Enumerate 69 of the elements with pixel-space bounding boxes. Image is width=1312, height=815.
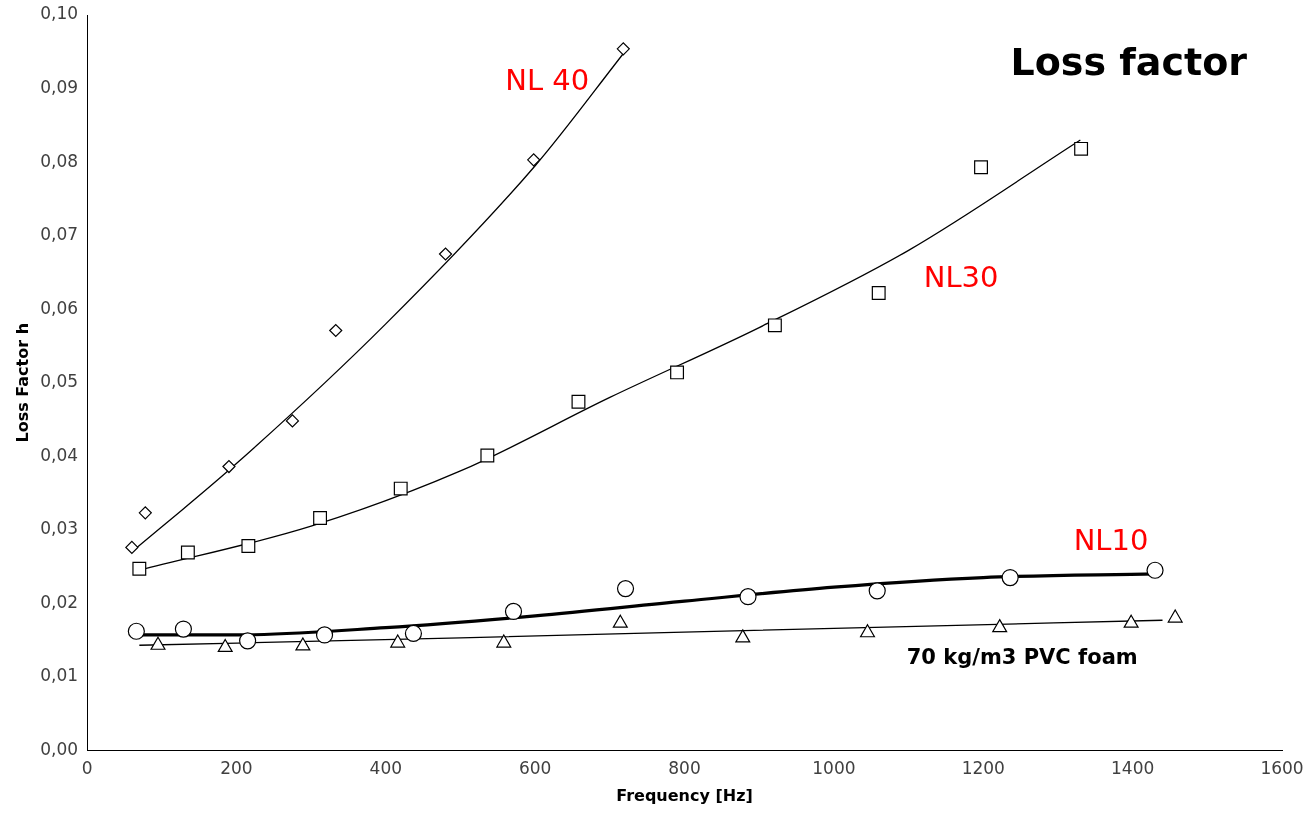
point bbox=[868, 582, 886, 600]
y-tick-label: 0,08 bbox=[40, 150, 79, 171]
y-tick-label: 0,04 bbox=[40, 444, 79, 465]
point bbox=[1123, 614, 1139, 628]
point bbox=[393, 481, 408, 496]
point bbox=[1146, 561, 1164, 579]
point bbox=[174, 620, 192, 638]
x-axis-title: Frequency [Hz] bbox=[616, 785, 753, 805]
y-tick-label: 0,00 bbox=[40, 738, 79, 759]
y-axis-title: Loss Factor h bbox=[12, 322, 32, 443]
point bbox=[612, 614, 628, 628]
series-label: 70 kg/m3 PVC foam bbox=[906, 645, 1138, 670]
point bbox=[480, 448, 495, 463]
point bbox=[871, 286, 886, 300]
point bbox=[132, 561, 147, 576]
point bbox=[1167, 609, 1183, 623]
y-tick-label: 0,01 bbox=[40, 665, 79, 686]
point bbox=[241, 539, 256, 553]
point bbox=[767, 318, 782, 333]
x-tick-label: 400 bbox=[369, 758, 403, 779]
y-tick-label: 0,02 bbox=[40, 591, 79, 612]
point bbox=[217, 638, 233, 653]
point bbox=[859, 624, 876, 638]
x-tick-label: 0 bbox=[81, 758, 93, 779]
point bbox=[735, 629, 751, 643]
point bbox=[992, 618, 1008, 633]
point bbox=[670, 365, 685, 380]
point bbox=[138, 506, 152, 520]
x-tick-label: 800 bbox=[668, 758, 701, 779]
x-tick-label: 200 bbox=[220, 758, 253, 779]
x-tick-label: 600 bbox=[518, 758, 552, 779]
point bbox=[285, 414, 300, 428]
x-tick-label: 1400 bbox=[1111, 758, 1155, 779]
point bbox=[438, 247, 453, 261]
point bbox=[1074, 141, 1089, 156]
point bbox=[616, 42, 630, 56]
series-label: NL10 bbox=[1073, 522, 1149, 557]
y-tick-label: 0,10 bbox=[40, 3, 79, 24]
point bbox=[180, 545, 195, 560]
point bbox=[150, 636, 166, 650]
point bbox=[313, 511, 328, 525]
point bbox=[239, 632, 257, 650]
series-label: NL 40 bbox=[505, 63, 590, 98]
y-tick-label: 0,07 bbox=[40, 224, 79, 245]
y-tick-label: 0,05 bbox=[40, 371, 79, 392]
point bbox=[390, 634, 406, 648]
point bbox=[496, 634, 512, 648]
series-label: NL30 bbox=[923, 260, 999, 295]
point bbox=[127, 622, 145, 640]
point bbox=[1001, 568, 1019, 587]
point bbox=[504, 602, 523, 621]
point bbox=[974, 160, 988, 175]
point bbox=[404, 624, 423, 643]
point bbox=[125, 540, 139, 555]
point bbox=[739, 588, 757, 606]
x-tick-label: 1600 bbox=[1260, 758, 1304, 779]
point bbox=[222, 459, 236, 474]
y-tick-label: 0,03 bbox=[40, 518, 79, 539]
y-tick-label: 0,06 bbox=[40, 297, 79, 318]
point bbox=[616, 580, 635, 598]
x-tick-label: 1000 bbox=[812, 758, 856, 779]
point bbox=[295, 637, 311, 651]
point bbox=[527, 153, 541, 167]
x-tick-label: 1200 bbox=[961, 758, 1005, 779]
y-tick-label: 0,09 bbox=[40, 76, 79, 97]
point bbox=[315, 626, 334, 644]
text: Loss factor bbox=[1010, 40, 1248, 84]
point bbox=[571, 394, 586, 409]
point bbox=[329, 323, 343, 338]
